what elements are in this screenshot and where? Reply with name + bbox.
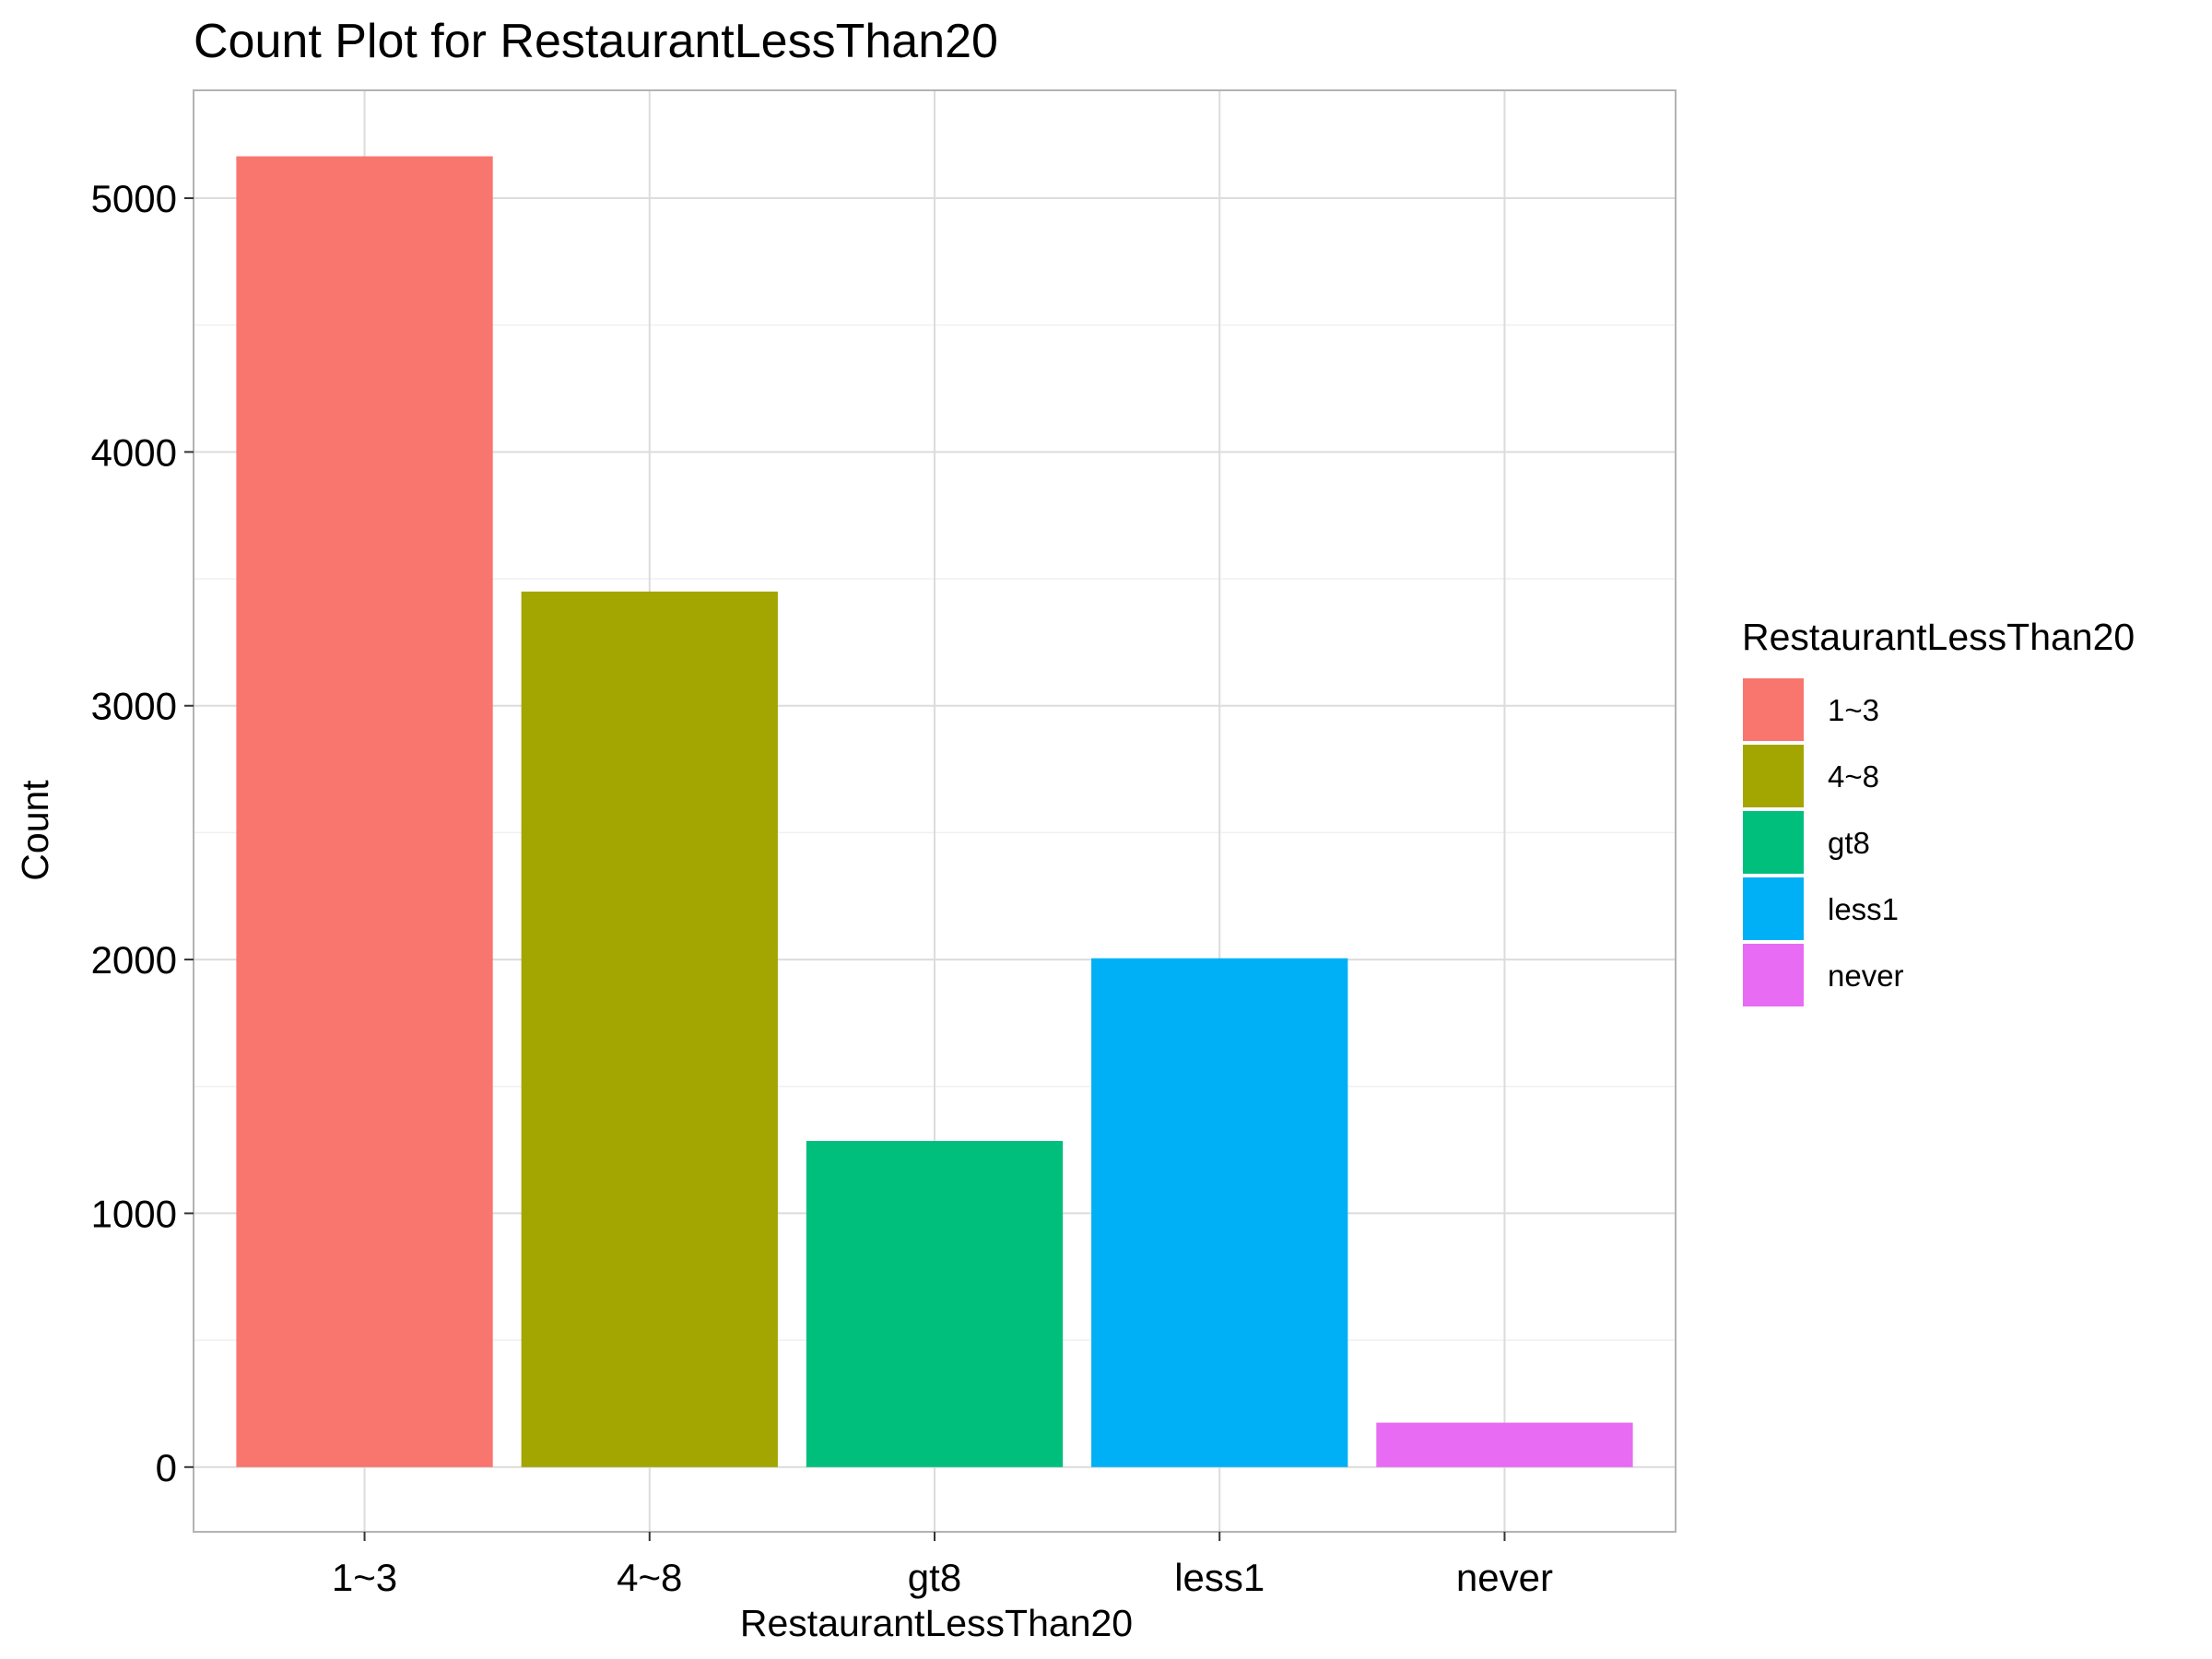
plot-area: 0 1000 2000 3000 4000 5000 1~3 4~8 gt8 less1 never xyxy=(91,89,1677,1599)
legend-label-gt8: gt8 xyxy=(1828,826,1870,860)
legend: 1~3 4~8 gt8 less1 never xyxy=(1743,678,1904,1006)
legend-label-less1: less1 xyxy=(1828,892,1899,926)
legend-title: RestaurantLessThan20 xyxy=(1742,616,2135,658)
bar-1~3 xyxy=(236,156,493,1467)
x-axis-title: RestaurantLessThan20 xyxy=(740,1602,1133,1644)
x-tick-label: never xyxy=(1456,1556,1553,1599)
legend-label-1~3: 1~3 xyxy=(1828,693,1879,727)
y-axis-title: Count xyxy=(14,780,56,881)
legend-key-gt8 xyxy=(1743,811,1804,874)
x-tick-label: less1 xyxy=(1174,1556,1265,1599)
legend-label-4~8: 4~8 xyxy=(1828,759,1879,794)
legend-key-1~3 xyxy=(1743,678,1804,741)
y-tick-label: 3000 xyxy=(91,685,177,728)
y-tick-label: 2000 xyxy=(91,938,177,982)
chart-title: Count Plot for RestaurantLessThan20 xyxy=(194,15,998,68)
y-tick-label: 5000 xyxy=(91,177,177,220)
bar-never xyxy=(1376,1422,1633,1467)
bar-4~8 xyxy=(521,591,778,1467)
legend-label-never: never xyxy=(1828,959,1904,993)
y-tick-label: 4000 xyxy=(91,430,177,474)
x-tick-label: 4~8 xyxy=(617,1556,682,1599)
bar-gt8 xyxy=(806,1140,1064,1467)
x-tick-label: gt8 xyxy=(908,1556,961,1599)
bar-less1 xyxy=(1091,958,1348,1467)
y-tick-label: 1000 xyxy=(91,1192,177,1235)
y-tick-label: 0 xyxy=(156,1446,177,1489)
legend-key-less1 xyxy=(1743,877,1804,940)
x-tick-label: 1~3 xyxy=(332,1556,397,1599)
legend-key-never xyxy=(1743,944,1804,1006)
legend-key-4~8 xyxy=(1743,745,1804,807)
